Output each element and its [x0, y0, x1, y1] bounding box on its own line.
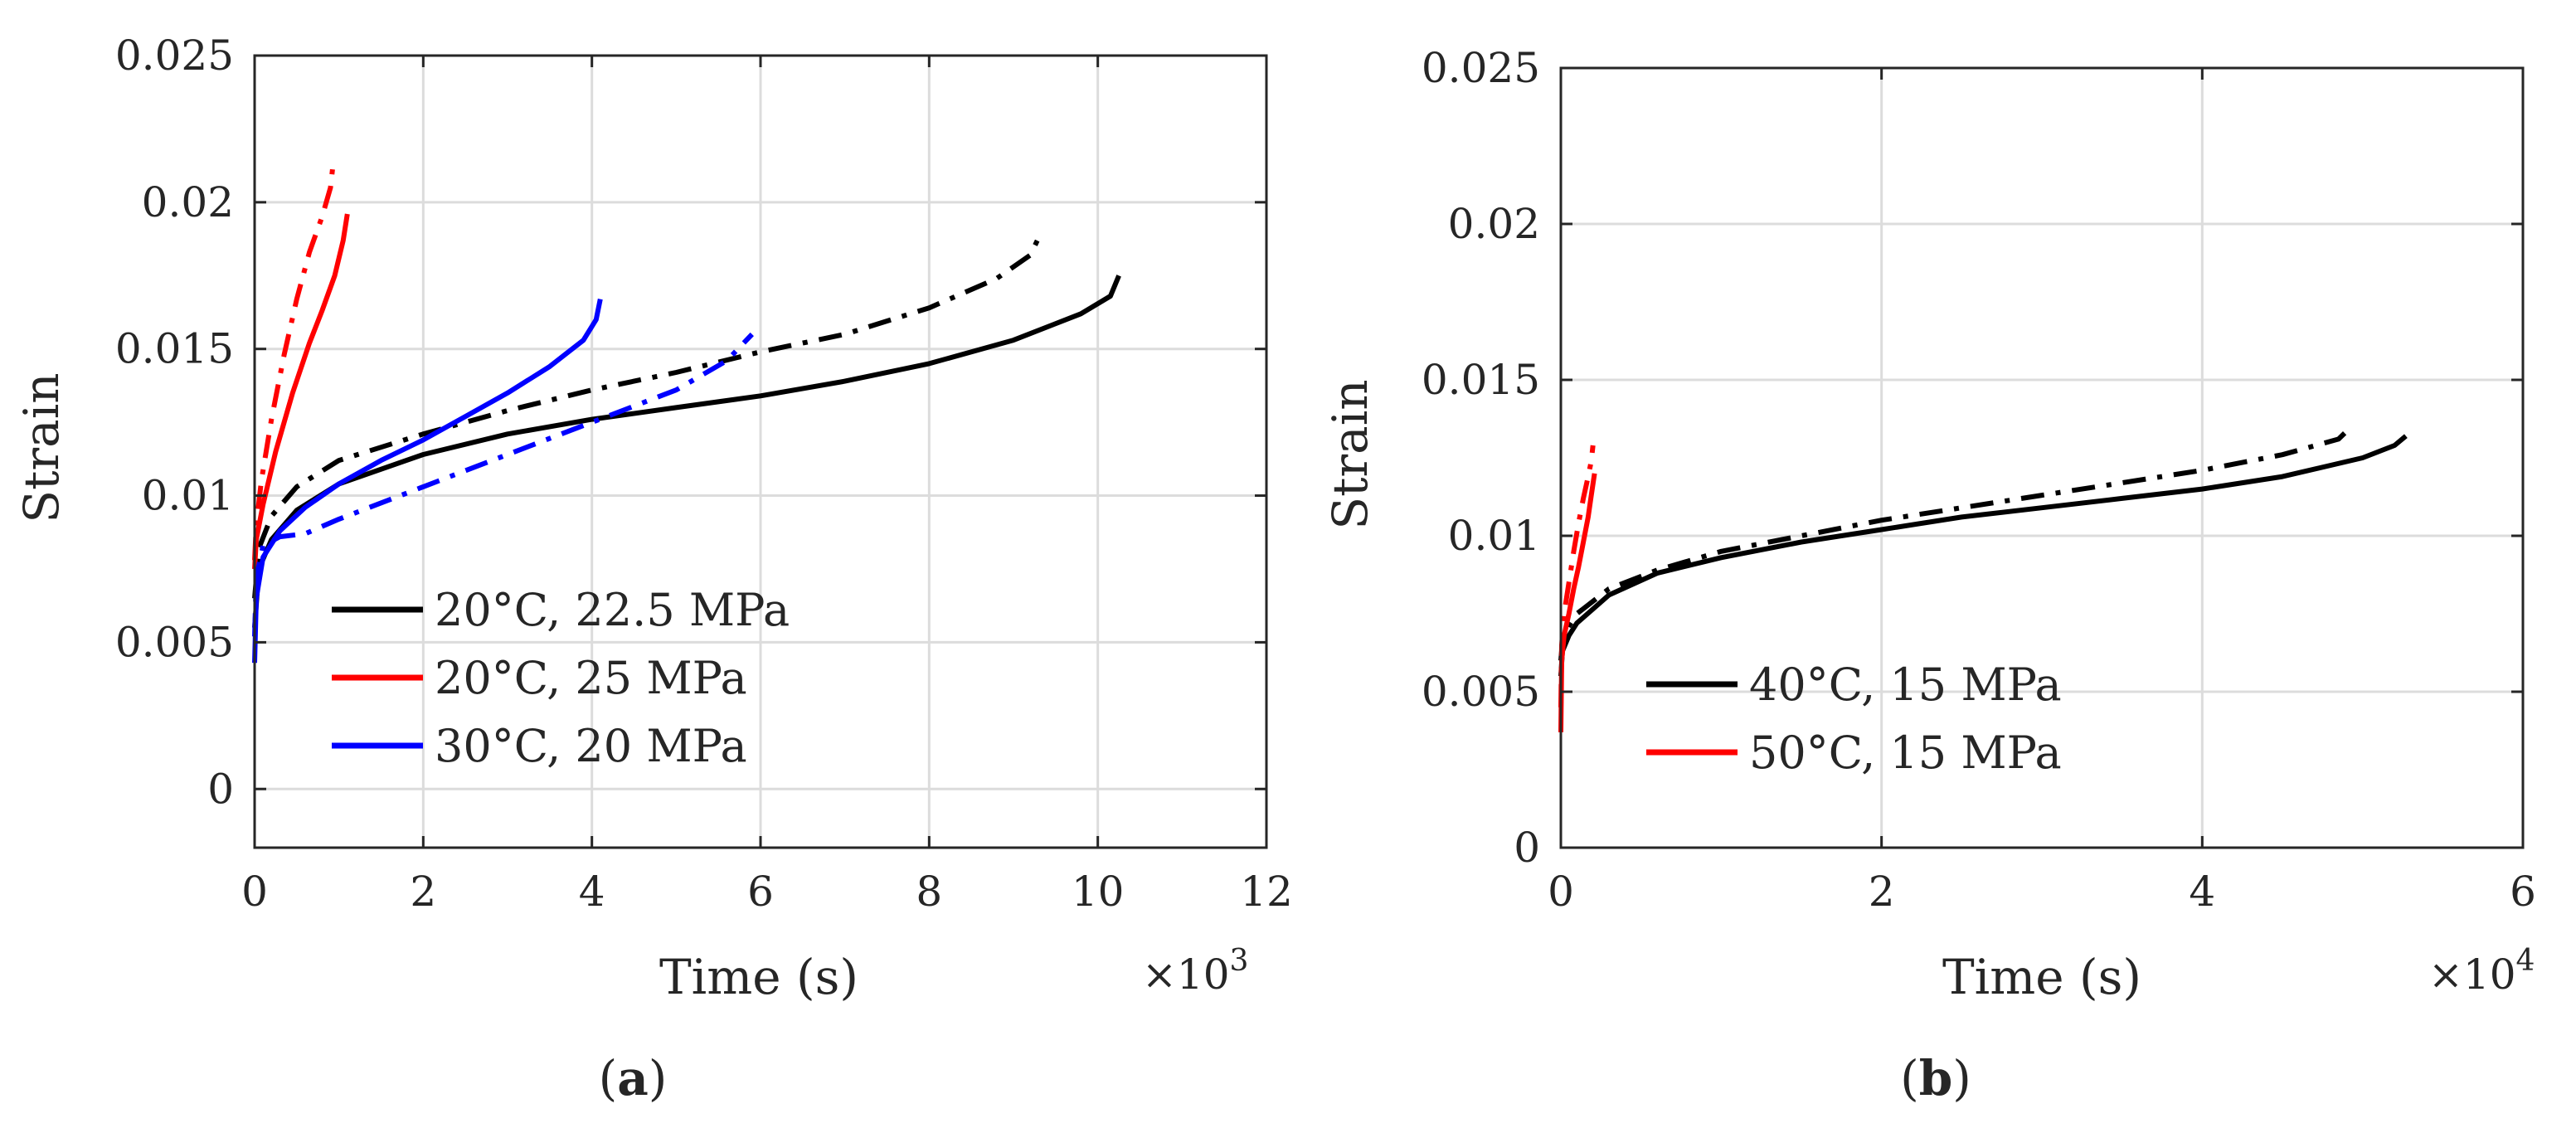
legend-label-a-1: 20°C, 25 MPa [435, 652, 747, 704]
y-tick-label-b-5: 0.025 [1422, 44, 1540, 92]
chart-panel-b: 0 2 4 6 0 0.005 0.01 0.015 0.02 0.025 Time (s) St… [1322, 44, 2536, 1106]
y-tick-label-b-2: 0.01 [1448, 512, 1540, 560]
legend-label-a-2: 30°C, 20 MPa [435, 720, 747, 772]
legend-a: 20°C, 22.5 MPa 20°C, 25 MPa 30°C, 20 MPa [332, 584, 790, 772]
series-line-a-3 [252, 163, 336, 561]
x-tick-label-a-2: 4 [579, 868, 605, 916]
tick-labels-b: 0 2 4 6 0 0.005 0.01 0.015 0.02 0.025 [1422, 44, 2536, 916]
grid-b [1561, 68, 2523, 848]
x-tick-label-a-4: 8 [916, 868, 942, 916]
y-tick-label-a-3: 0.015 [115, 325, 234, 373]
chart-panel-a: 0 2 4 6 8 10 12 0 0.005 0.01 0.015 0.02 0.025 Time (… [13, 32, 1293, 1106]
series-line-b-1 [1558, 425, 2354, 661]
y-tick-label-b-1: 0.005 [1422, 668, 1540, 716]
series-line-a-0 [252, 275, 1121, 628]
y-tick-label-a-5: 0.025 [115, 32, 234, 80]
series-line-b-3 [1558, 445, 1596, 707]
y-axis-label-b: Strain [1322, 379, 1378, 529]
y-tick-label-b-3: 0.015 [1422, 356, 1540, 404]
x-axis-label-a: Time (s) [659, 949, 858, 1005]
series-line-a-2 [252, 213, 350, 570]
x-tick-label-b-3: 6 [2510, 868, 2536, 916]
series-line-a-5 [252, 332, 754, 637]
x-tick-label-a-6: 12 [1240, 868, 1293, 916]
x-multiplier-b: ×104 [2428, 944, 2535, 999]
series-line-b-0 [1558, 434, 2408, 677]
y-tick-label-a-0: 0 [207, 765, 234, 813]
y-tick-label-a-1: 0.005 [115, 618, 234, 666]
series-line-a-1 [252, 236, 1042, 599]
x-tick-label-b-0: 0 [1548, 868, 1574, 916]
x-tick-label-a-5: 10 [1072, 868, 1125, 916]
tick-labels-a: 0 2 4 6 8 10 12 0 0.005 0.01 0.015 0.02 0.025 [115, 32, 1293, 916]
legend-label-b-0: 40°C, 15 MPa [1749, 659, 2062, 711]
series-line-a-4 [252, 299, 603, 664]
plot-frame-b [1559, 66, 2525, 849]
series-group-b [1558, 425, 2408, 732]
x-tick-label-b-1: 2 [1869, 868, 1895, 916]
y-tick-label-a-4: 0.02 [142, 178, 234, 226]
ticks-b [1559, 66, 2525, 849]
y-tick-label-a-2: 0.01 [142, 472, 234, 520]
caption-a: (a) [599, 1050, 668, 1106]
grid-a [255, 56, 1266, 848]
y-tick-label-b-4: 0.02 [1448, 200, 1540, 248]
series-group-a [252, 163, 1121, 664]
legend-b: 40°C, 15 MPa 50°C, 15 MPa [1646, 659, 2062, 779]
y-axis-label-a: Strain [13, 372, 70, 523]
x-tick-label-a-3: 6 [747, 868, 774, 916]
legend-label-a-0: 20°C, 22.5 MPa [435, 584, 790, 636]
legend-label-b-1: 50°C, 15 MPa [1749, 727, 2062, 779]
x-axis-label-b: Time (s) [1942, 949, 2141, 1005]
x-tick-label-a-0: 0 [241, 868, 268, 916]
x-multiplier-a: ×103 [1142, 944, 1248, 999]
caption-b: (b) [1900, 1050, 1971, 1106]
y-tick-label-b-0: 0 [1514, 824, 1540, 872]
ticks-a [253, 54, 1268, 848]
x-tick-label-a-1: 2 [410, 868, 436, 916]
x-tick-label-b-2: 4 [2189, 868, 2215, 916]
